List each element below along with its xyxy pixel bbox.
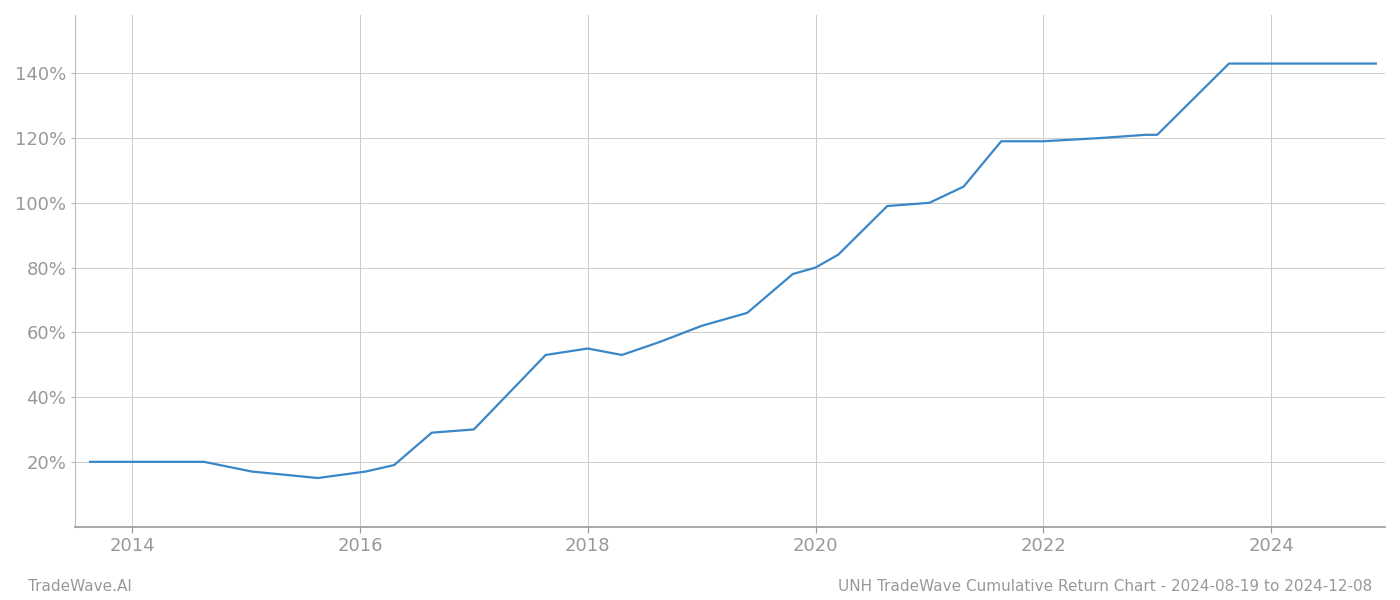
Text: TradeWave.AI: TradeWave.AI <box>28 579 132 594</box>
Text: UNH TradeWave Cumulative Return Chart - 2024-08-19 to 2024-12-08: UNH TradeWave Cumulative Return Chart - … <box>837 579 1372 594</box>
